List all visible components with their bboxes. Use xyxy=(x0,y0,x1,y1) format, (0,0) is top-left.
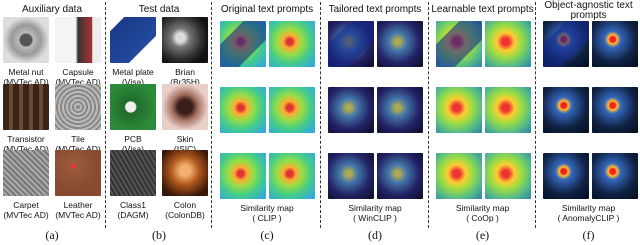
similarity-map xyxy=(436,21,482,67)
similarity-map xyxy=(220,153,266,199)
panel-label: (b) xyxy=(152,228,166,242)
similarity-map xyxy=(436,87,482,133)
image-source: (MVTec AD) xyxy=(3,144,49,154)
sample-image xyxy=(162,150,208,196)
sample-image xyxy=(110,150,156,196)
similarity-map xyxy=(220,21,266,67)
image-source: (ColonDB) xyxy=(165,210,205,220)
image-source: (MVTec AD) xyxy=(55,210,101,220)
method-name: ( AnomalyCLIP ) xyxy=(557,213,620,223)
method-name: ( CLIP ) xyxy=(252,213,282,223)
similarity-map xyxy=(543,153,589,199)
similarity-map xyxy=(269,87,315,133)
map-caption: Similarity map xyxy=(455,203,510,213)
similarity-map xyxy=(269,21,315,67)
sample-image xyxy=(55,17,101,63)
similarity-map xyxy=(592,87,638,133)
panel-label: (e) xyxy=(475,228,490,242)
column-separator xyxy=(105,2,106,228)
sample-image xyxy=(110,84,156,130)
image-name: Tile xyxy=(71,134,85,144)
image-source: (Visa) xyxy=(121,144,145,154)
column-separator xyxy=(535,2,536,228)
column-header: Auxiliary data xyxy=(21,4,83,15)
method-name: ( WinCLIP ) xyxy=(353,213,397,223)
similarity-map xyxy=(485,21,531,67)
map-caption: Similarity map xyxy=(348,203,402,213)
sample-image xyxy=(55,150,101,196)
sample-image xyxy=(55,84,101,130)
column-header: Learnable text prompts xyxy=(431,4,534,15)
image-source: (MVTec AD) xyxy=(55,77,101,87)
image-name: Brian xyxy=(175,67,195,77)
similarity-map xyxy=(543,21,589,67)
column-separator xyxy=(320,2,321,228)
sample-image xyxy=(3,150,49,196)
similarity-map xyxy=(220,87,266,133)
similarity-map xyxy=(328,87,374,133)
column-separator xyxy=(428,2,429,228)
map-caption: Similarity map xyxy=(561,203,616,213)
sample-image xyxy=(3,84,49,130)
image-name: Capsule xyxy=(62,67,94,77)
similarity-map xyxy=(485,153,531,199)
panel-label: (d) xyxy=(368,228,382,242)
column-header: Original text prompts xyxy=(220,4,314,15)
sample-image xyxy=(110,17,156,63)
similarity-map xyxy=(328,153,374,199)
sample-image xyxy=(162,17,208,63)
column-separator xyxy=(211,2,212,228)
panel-label: (f) xyxy=(582,228,595,242)
sample-image xyxy=(162,84,208,130)
image-name: Metal nut xyxy=(8,67,44,77)
sample-image xyxy=(3,17,49,63)
similarity-map xyxy=(592,153,638,199)
image-name: Skin xyxy=(176,134,194,144)
map-caption: Similarity map xyxy=(240,203,294,213)
similarity-map xyxy=(485,87,531,133)
panel-label: (a) xyxy=(45,228,59,242)
image-name: Transistor xyxy=(7,134,45,144)
image-source: (Br35H) xyxy=(170,77,200,87)
similarity-map xyxy=(328,21,374,67)
panel-label: (c) xyxy=(260,228,274,242)
image-source: (DAGM) xyxy=(117,210,149,220)
image-name: Colon xyxy=(173,200,197,210)
image-source: (Visa) xyxy=(121,77,145,87)
image-name: Leather xyxy=(63,200,93,210)
similarity-map xyxy=(377,153,423,199)
similarity-map xyxy=(377,21,423,67)
similarity-map xyxy=(543,87,589,133)
image-source: (ISIC) xyxy=(173,144,197,154)
column-header: Object-agnostic text prompts xyxy=(544,0,633,21)
column-header: Test data xyxy=(138,4,180,15)
image-source: (MVTec AD) xyxy=(3,210,49,220)
image-name: Class1 xyxy=(120,200,146,210)
image-name: PCB xyxy=(124,134,142,144)
similarity-map xyxy=(377,87,423,133)
image-name: Carpet xyxy=(13,200,39,210)
image-source: (MVTec AD) xyxy=(3,77,49,87)
similarity-map xyxy=(269,153,315,199)
image-source: (MVTec AD) xyxy=(55,144,101,154)
image-name: Metal plate xyxy=(112,67,154,77)
method-name: ( CoOp ) xyxy=(466,213,499,223)
similarity-map xyxy=(592,21,638,67)
column-header: Tailored text prompts xyxy=(328,4,422,15)
similarity-map xyxy=(436,153,482,199)
